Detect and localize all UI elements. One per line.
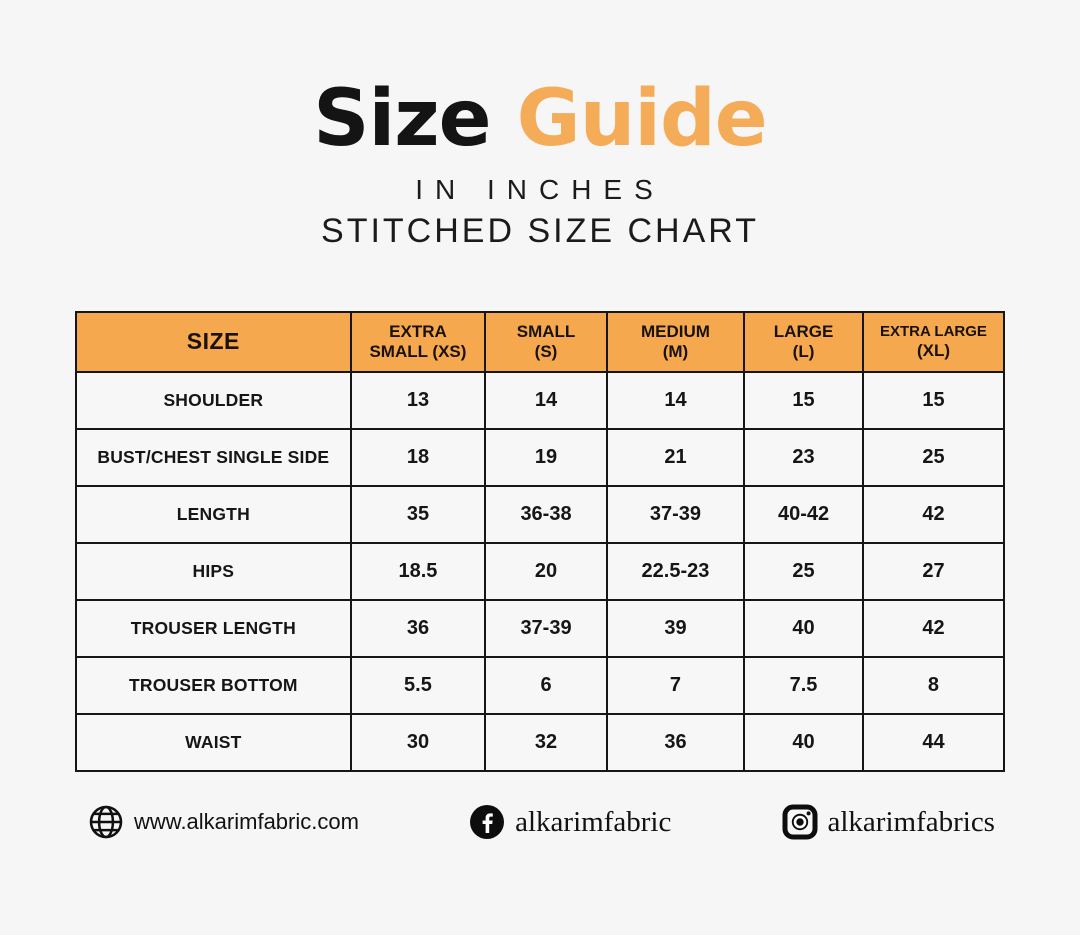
size-value-cell: 40	[743, 713, 864, 772]
size-value-cell: 7	[605, 656, 746, 715]
page-title: Size Guide	[0, 80, 1080, 158]
column-header-size: SIZE	[75, 311, 352, 373]
facebook-handle: alkarimfabric	[515, 805, 672, 838]
measurement-label: HIPS	[75, 542, 352, 601]
subtitle-stitched-size-chart: STITCHED SIZE CHART	[321, 212, 759, 250]
measurement-label: BUST/CHEST SINGLE SIDE	[75, 428, 352, 487]
size-value-cell: 22.5-23	[605, 542, 746, 601]
table-row: HIPS 18.5 20 22.5-23 25 27	[75, 542, 1006, 601]
instagram-link[interactable]: alkarimfabrics	[782, 804, 995, 840]
column-header-line: SMALL (XS)	[369, 342, 467, 361]
size-value-cell: 37-39	[605, 485, 746, 544]
table-row: BUST/CHEST SINGLE SIDE 18 19 21 23 25	[75, 428, 1006, 487]
column-header-line: (L)	[792, 342, 815, 361]
page-title-word-guide: Guide	[516, 74, 768, 164]
size-value-cell: 37-39	[484, 599, 608, 658]
measurement-label: SHOULDER	[75, 371, 352, 430]
page-footer: www.alkarimfabric.com alkarimfabric	[88, 804, 995, 840]
website-url: www.alkarimfabric.com	[134, 809, 359, 834]
instagram-icon	[782, 804, 818, 840]
size-chart-table: SIZE EXTRA SMALL (XS) SMALL (S) MEDIUM (…	[75, 311, 1006, 772]
column-header-line: EXTRA LARGE	[879, 322, 987, 340]
size-value-cell: 23	[743, 428, 864, 487]
column-header-extra-large: EXTRA LARGE (XL)	[861, 311, 1006, 373]
facebook-link[interactable]: alkarimfabric	[469, 804, 671, 840]
size-value-cell: 6	[484, 656, 608, 715]
size-value-cell: 25	[861, 428, 1006, 487]
instagram-handle: alkarimfabrics	[827, 805, 995, 838]
size-value-cell: 32	[484, 713, 608, 772]
measurement-label: WAIST	[75, 713, 352, 772]
size-value-cell: 13	[349, 371, 487, 430]
size-value-cell: 25	[743, 542, 864, 601]
size-value-cell: 8	[861, 656, 1006, 715]
size-value-cell: 14	[605, 371, 746, 430]
size-value-cell: 15	[861, 371, 1006, 430]
size-value-cell: 18.5	[349, 542, 487, 601]
subtitle-in-inches: IN INCHES	[415, 174, 665, 205]
size-value-cell: 15	[743, 371, 864, 430]
size-value-cell: 30	[349, 713, 487, 772]
size-value-cell: 18	[349, 428, 487, 487]
column-header-line: MEDIUM	[640, 321, 710, 341]
column-header-large: LARGE (L)	[743, 311, 864, 373]
facebook-icon	[469, 804, 505, 840]
page-header: Size Guide IN INCHES STITCHED SIZE CHART	[0, 0, 1080, 251]
size-table-body: SHOULDER 13 14 14 15 15 BUST/CHEST SINGLE SIDE…	[75, 371, 1006, 772]
column-header-line: SMALL	[516, 321, 576, 341]
size-value-cell: 5.5	[349, 656, 487, 715]
website-link[interactable]: www.alkarimfabric.com	[88, 804, 359, 840]
table-row: TROUSER LENGTH 36 37-39 39 40 42	[75, 599, 1006, 658]
size-value-cell: 42	[861, 599, 1006, 658]
size-value-cell: 40	[743, 599, 864, 658]
size-value-cell: 14	[484, 371, 608, 430]
table-row: LENGTH 35 36-38 37-39 40-42 42	[75, 485, 1006, 544]
size-value-cell: 21	[605, 428, 746, 487]
column-header-line: (XL)	[916, 340, 950, 360]
table-row: SHOULDER 13 14 14 15 15	[75, 371, 1006, 430]
page-title-word-size: Size	[313, 74, 491, 164]
measurement-label: TROUSER BOTTOM	[75, 656, 352, 715]
column-header-line: (S)	[534, 342, 558, 361]
size-value-cell: 44	[861, 713, 1006, 772]
size-value-cell: 19	[484, 428, 608, 487]
column-header-extra-small: EXTRA SMALL (XS)	[349, 311, 487, 373]
size-value-cell: 36-38	[484, 485, 608, 544]
table-row: WAIST 30 32 36 40 44	[75, 713, 1006, 772]
size-value-cell: 36	[349, 599, 487, 658]
size-value-cell: 36	[605, 713, 746, 772]
size-value-cell: 39	[605, 599, 746, 658]
column-header-line: LARGE	[773, 321, 834, 341]
size-value-cell: 20	[484, 542, 608, 601]
column-header-small: SMALL (S)	[484, 311, 608, 373]
size-value-cell: 40-42	[743, 485, 864, 544]
size-value-cell: 7.5	[743, 656, 864, 715]
column-header-line: (M)	[662, 342, 689, 361]
size-value-cell: 27	[861, 542, 1006, 601]
size-value-cell: 35	[349, 485, 487, 544]
measurement-label: TROUSER LENGTH	[75, 599, 352, 658]
measurement-label: LENGTH	[75, 485, 352, 544]
table-header-row: SIZE EXTRA SMALL (XS) SMALL (S) MEDIUM (…	[75, 311, 1006, 373]
table-row: TROUSER BOTTOM 5.5 6 7 7.5 8	[75, 656, 1006, 715]
size-value-cell: 42	[861, 485, 1006, 544]
globe-icon	[88, 804, 124, 840]
column-header-medium: MEDIUM (M)	[605, 311, 746, 373]
column-header-line: EXTRA	[389, 321, 447, 341]
